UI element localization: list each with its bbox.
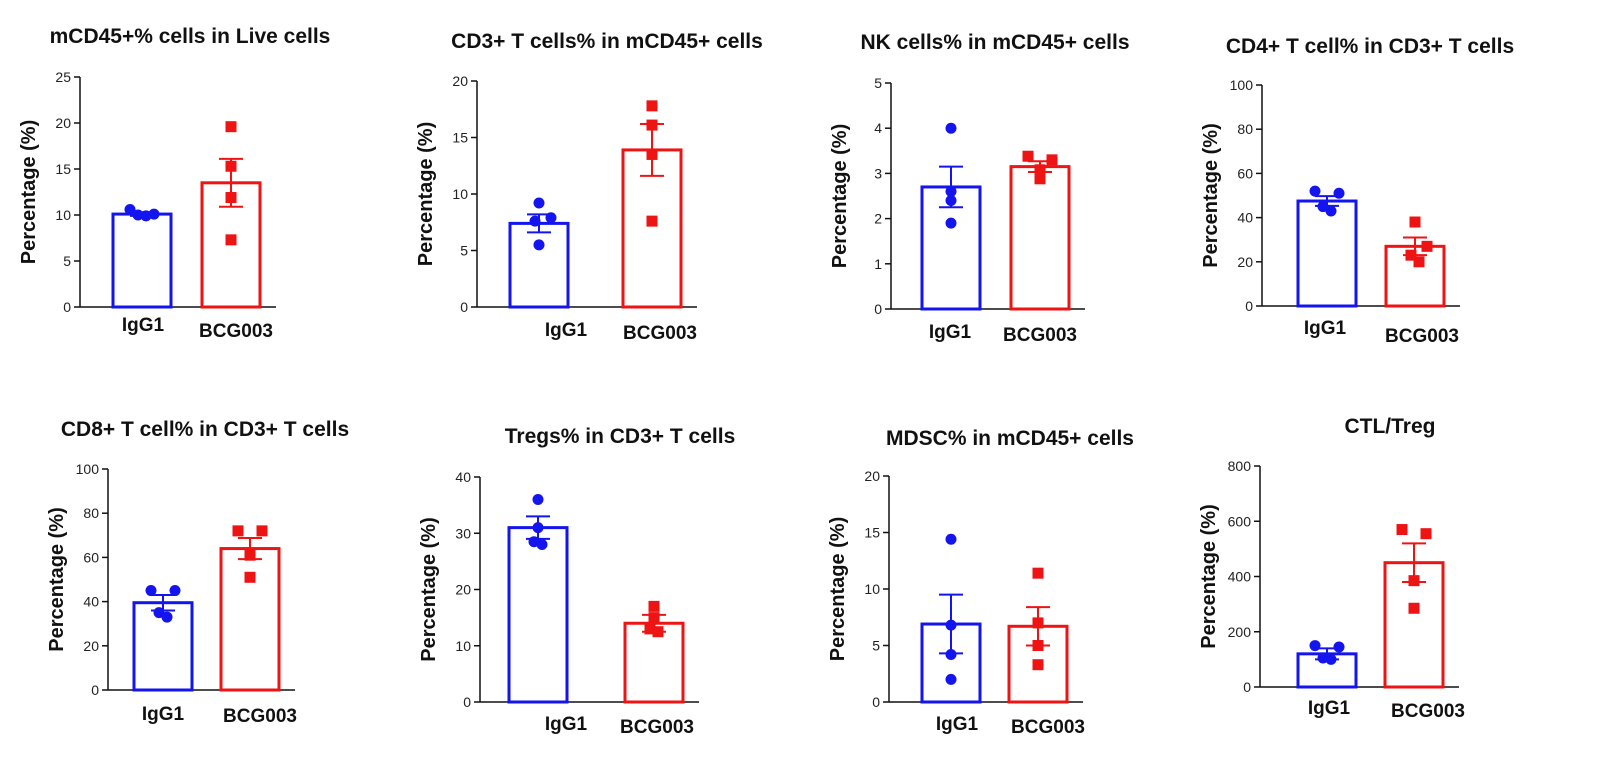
bar-igg1 (1296, 652, 1358, 689)
chart-title: Tregs% in CD3+ T cells (504, 425, 736, 448)
chart-title: CD8+ T cell% in CD3+ T cells (60, 418, 350, 441)
data-point (1317, 652, 1329, 664)
chart-title: NK cells% in mCD45+ cells (860, 31, 1130, 54)
data-point (1309, 640, 1321, 652)
data-point (1333, 641, 1345, 653)
data-point (1396, 524, 1408, 536)
data-point (1325, 653, 1337, 665)
y-tick-label: 400 (1228, 569, 1252, 585)
data-point (1420, 528, 1432, 540)
chart-title: MDSC% in mCD45+ cells (885, 427, 1134, 450)
y-axis-label: Percentage (%) (1198, 504, 1220, 649)
bar-bcg003 (1383, 561, 1445, 689)
data-point (1408, 602, 1420, 614)
x-category-label: IgG1 (1308, 698, 1351, 719)
y-tick-label: 600 (1228, 513, 1252, 529)
y-tick-label: 200 (1228, 624, 1252, 640)
y-tick-label: 800 (1228, 458, 1252, 474)
chart-title: CTL/Treg (1344, 415, 1436, 438)
chart-title: mCD45+% cells in Live cells (49, 25, 331, 48)
x-category-label: BCG003 (1391, 701, 1465, 722)
chart-title: CD4+ T cell% in CD3+ T cells (1225, 35, 1515, 58)
y-tick-label: 0 (1243, 679, 1251, 695)
data-point (1408, 575, 1420, 587)
chart-title: CD3+ T cells% in mCD45+ cells (451, 30, 763, 53)
